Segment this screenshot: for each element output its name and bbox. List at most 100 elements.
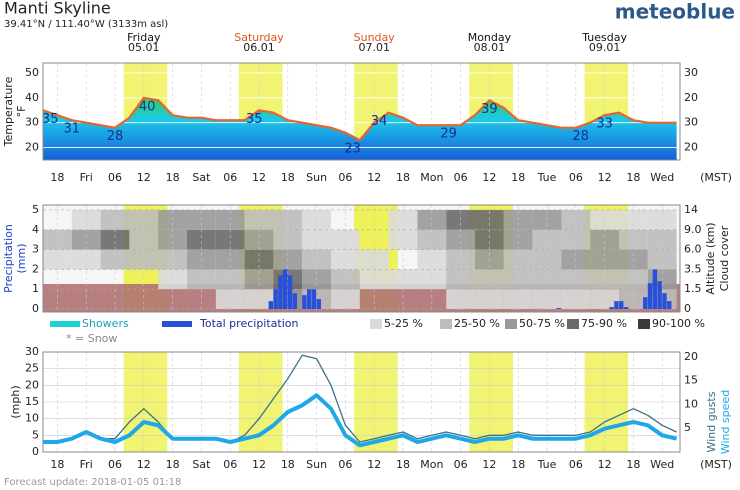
cloud-cell <box>100 229 130 250</box>
logo: meteoblue <box>615 0 735 24</box>
precip-bar <box>614 301 619 310</box>
x-tick-label: Tue <box>537 171 557 184</box>
precip-bar <box>268 301 274 310</box>
x-tick-label: 06 <box>569 171 583 184</box>
y2-tick-label: 15 <box>684 374 698 387</box>
cloud-cell <box>503 229 533 250</box>
cloud-cell <box>532 289 562 310</box>
cloud-cell <box>187 229 216 250</box>
x-tick-label: Fri <box>80 458 93 471</box>
x-tick-label: 18 <box>626 171 640 184</box>
cloud-cell <box>215 229 245 250</box>
legend-swatch <box>638 319 650 329</box>
y2-tick-label: 1.5 <box>684 282 702 295</box>
y-label: Precipitation <box>2 224 15 293</box>
day-name: Monday <box>468 31 512 44</box>
wind-line <box>43 393 678 448</box>
x-tick-label: 18 <box>396 171 410 184</box>
day-date: 07.01 <box>358 41 390 54</box>
precip-bar <box>311 289 317 310</box>
x-tick-label: Sat <box>192 458 211 471</box>
x-tick-label: Sun <box>306 458 327 471</box>
x-tick-label: 12 <box>252 458 266 471</box>
y2-tick-label: 30 <box>684 116 698 129</box>
precip-bar <box>292 293 298 310</box>
x-tick-label: 18 <box>50 458 64 471</box>
legend-swatch <box>50 321 80 327</box>
day-name: Sunday <box>354 31 396 44</box>
y2-tick-label: 9.0 <box>684 223 702 236</box>
temperature-label: 33 <box>596 117 613 132</box>
cloud-cell <box>446 289 476 310</box>
legend-label: 75-90 % <box>581 317 627 330</box>
x-tick-label: Mon <box>420 458 443 471</box>
x-tick-label: 06 <box>454 458 468 471</box>
x-tick-label: 12 <box>482 458 496 471</box>
x-tick-label: 12 <box>367 171 381 184</box>
x-tick-label: Fri <box>80 171 93 184</box>
x-tick-label: 12 <box>252 171 266 184</box>
y2-tick-label: 0 <box>684 302 691 315</box>
y-tick-label: 5 <box>32 203 39 216</box>
y-tick-label: 25 <box>25 362 39 375</box>
x-tick-label: 06 <box>108 171 122 184</box>
precip-bar <box>307 289 312 310</box>
legend-swatch <box>162 321 192 327</box>
x-tick-label: 06 <box>223 171 237 184</box>
legend-swatch <box>440 319 452 329</box>
x-tick-label: 12 <box>137 171 151 184</box>
day-date: 09.01 <box>589 41 621 54</box>
cloud-cell <box>129 229 159 250</box>
temperature-label: 28 <box>572 129 589 144</box>
temperature-label: 23 <box>344 142 361 157</box>
temperature-label: 34 <box>371 114 388 129</box>
y-tick-label: 4 <box>32 223 39 236</box>
y-tick-label: 20 <box>25 378 39 391</box>
y2-tick-label: 20 <box>684 141 698 154</box>
cloud-cell <box>619 289 648 310</box>
x-tick-label: Wed <box>650 171 674 184</box>
precip-bar <box>316 299 322 310</box>
cloud-cell <box>590 289 620 310</box>
legend-label: 50-75 % <box>519 317 565 330</box>
x-unit: (MST) <box>700 171 732 184</box>
cloud-cell <box>475 229 504 250</box>
precip-bar <box>643 297 648 310</box>
y2-tick-label: 20 <box>684 350 698 363</box>
y-tick-label: 3 <box>32 243 39 256</box>
y2-tick-label: 3.5 <box>684 262 702 275</box>
precip-bar <box>302 295 307 310</box>
temperature-label: 31 <box>64 122 81 137</box>
x-tick-label: 18 <box>50 171 64 184</box>
precip-bar <box>283 269 288 310</box>
panel-border <box>42 204 681 313</box>
y-tick-label: 10 <box>25 412 39 425</box>
y2-tick-label: 5 <box>684 421 691 434</box>
x-tick-label: 06 <box>108 458 122 471</box>
y-label: (mph) <box>9 385 22 418</box>
temperature-label: 28 <box>107 129 124 144</box>
cloud-cell <box>158 229 188 250</box>
temperature-label: 40 <box>139 99 156 114</box>
legend-swatch <box>567 319 579 329</box>
cloud-cell <box>503 289 533 310</box>
cloud-cell <box>590 229 620 250</box>
x-tick-label: 12 <box>137 458 151 471</box>
x-tick-label: 18 <box>281 458 295 471</box>
panel-border <box>42 351 681 453</box>
cloud-cell <box>43 229 72 250</box>
legend-label: 90-100 % <box>652 317 705 330</box>
y-tick-label: 40 <box>25 91 39 104</box>
y-tick-label: 20 <box>25 141 39 154</box>
wind-line <box>43 354 677 443</box>
cloud-cell <box>532 229 562 250</box>
x-tick-label: 18 <box>396 458 410 471</box>
x-tick-label: Sat <box>192 171 211 184</box>
x-tick-label: 06 <box>454 171 468 184</box>
temperature-label: 39 <box>481 102 498 117</box>
cloud-cell <box>561 229 591 250</box>
precip-bar <box>647 283 653 310</box>
y-label: Temperature <box>2 76 15 147</box>
cloud-cell <box>244 229 274 250</box>
temperature-label: 35 <box>246 112 263 127</box>
